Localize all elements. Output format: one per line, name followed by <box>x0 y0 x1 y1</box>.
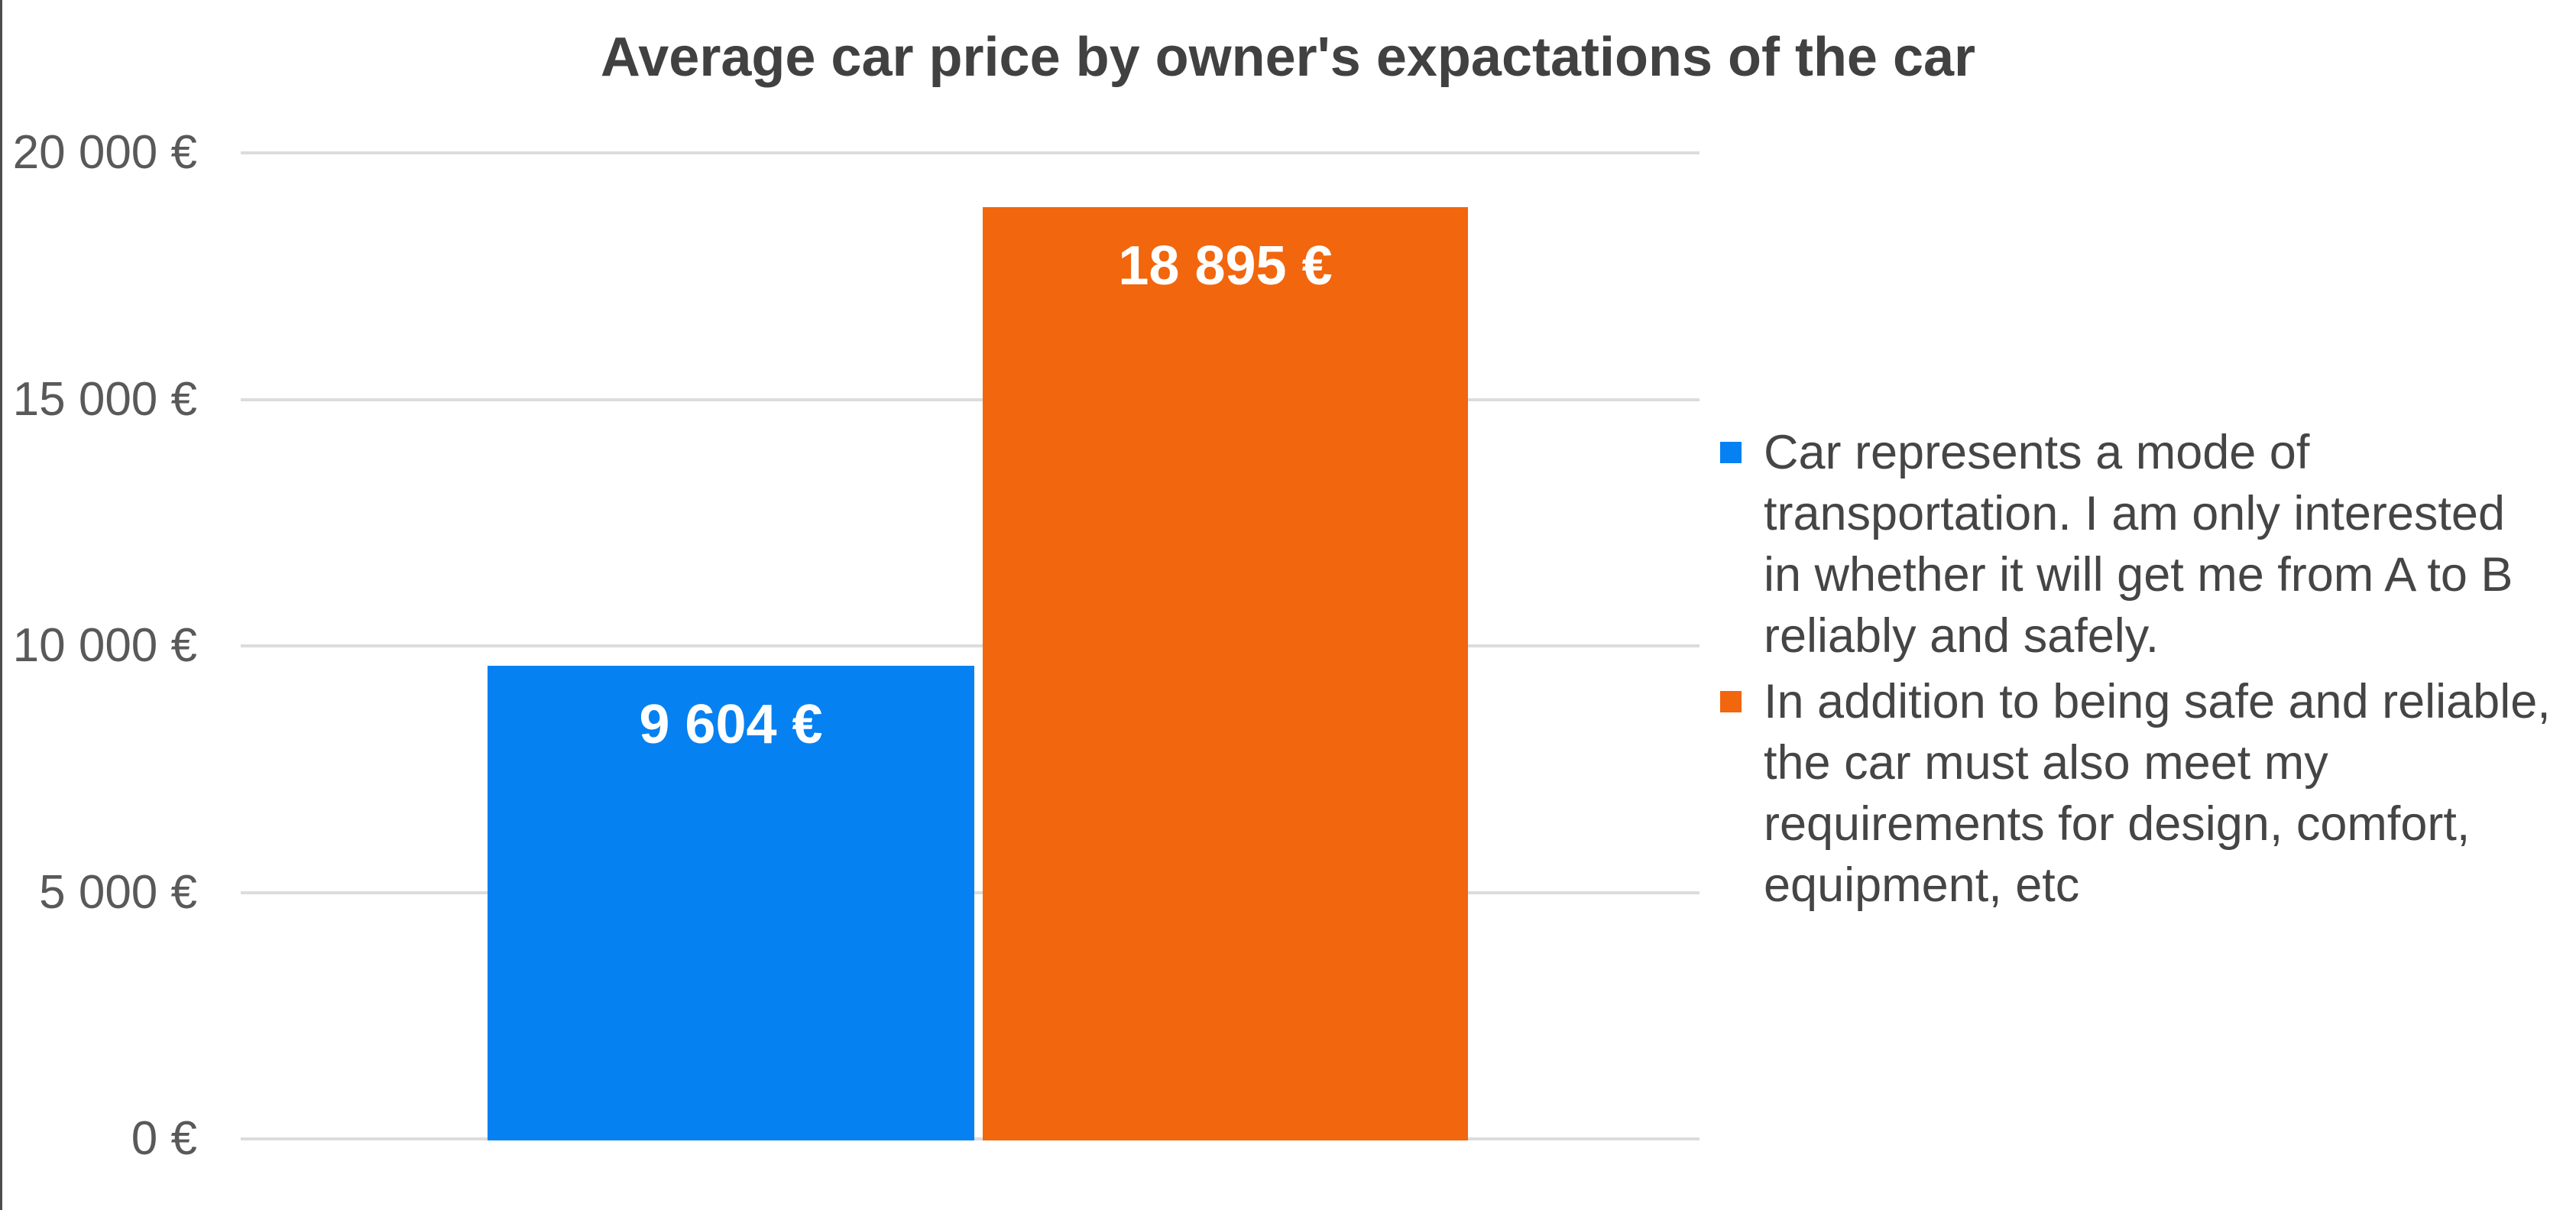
legend-item-label: In addition to being safe and reliable, … <box>1764 675 2551 912</box>
legend-marker-orange-square-icon <box>1720 691 1742 712</box>
legend-item-label: Car represents a mode of transportation.… <box>1764 426 2513 663</box>
gridline-row-15000: 15 000 € <box>0 369 1700 430</box>
gridline <box>241 151 1700 154</box>
y-tick-label: 5 000 € <box>39 865 197 919</box>
y-tick-label: 10 000 € <box>12 619 197 672</box>
y-tick-label: 15 000 € <box>12 372 197 426</box>
gridline-row-20000: 20 000 € <box>0 122 1700 183</box>
chart-title: Average car price by owner's expactation… <box>600 27 1976 88</box>
y-tick-label: 0 € <box>131 1112 197 1165</box>
gridline <box>241 397 1700 401</box>
y-tick-label: 20 000 € <box>12 126 197 179</box>
legend-item-transportation-only: Car represents a mode of transportation.… <box>1720 422 2553 667</box>
window-left-border <box>0 0 2 1210</box>
legend-marker-blue-square-icon <box>1720 442 1742 463</box>
gridline-row-10000: 10 000 € <box>0 615 1700 676</box>
legend-item-design-comfort: In addition to being safe and reliable, … <box>1720 671 2553 916</box>
bar-design-comfort: 18 895 € <box>983 207 1468 1140</box>
gridline <box>241 644 1700 647</box>
bar-value-label: 9 604 € <box>639 693 823 755</box>
bar-transportation-only: 9 604 € <box>488 665 974 1140</box>
bar-value-label: 18 895 € <box>1118 235 1333 297</box>
legend: Car represents a mode of transportation.… <box>1720 422 2553 916</box>
